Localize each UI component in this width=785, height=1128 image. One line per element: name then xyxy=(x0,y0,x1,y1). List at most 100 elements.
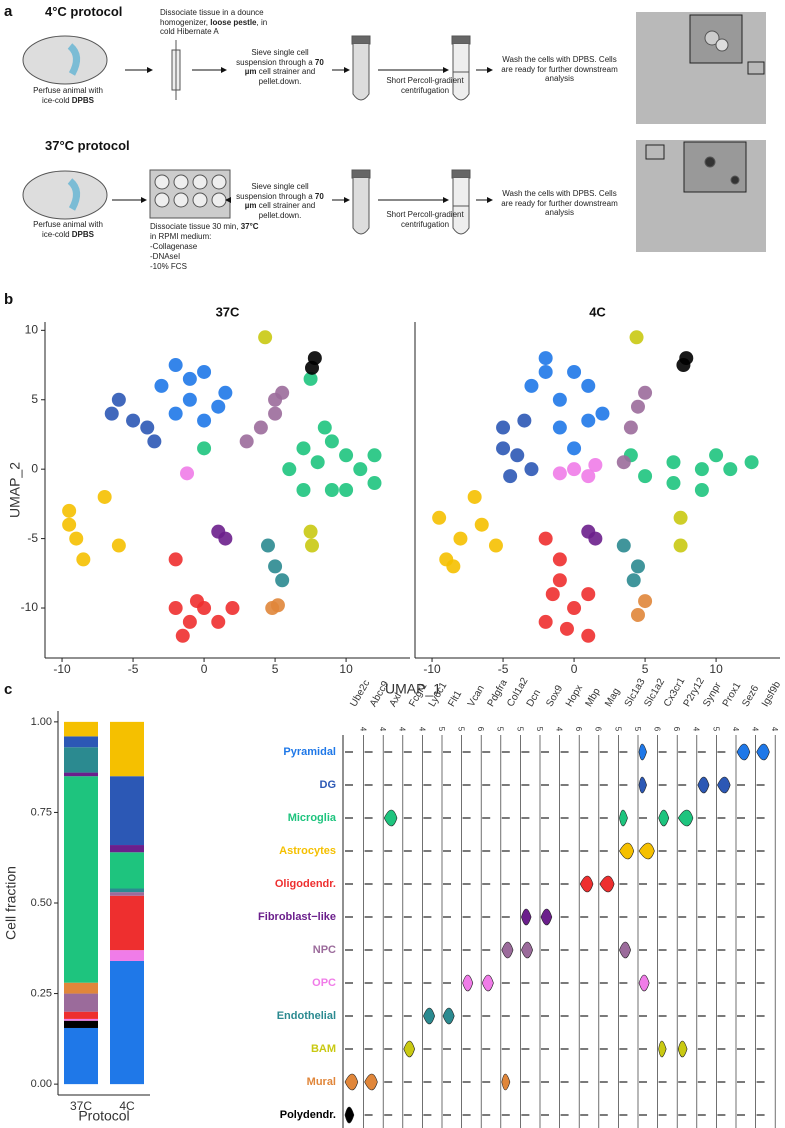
text-segment: 4°C protocol xyxy=(45,4,123,19)
stack-segment xyxy=(64,982,98,994)
cell-point xyxy=(367,476,382,491)
text-segment: -10% FCS xyxy=(150,262,187,271)
text-segment: Short Percoll-gradient centrifugation xyxy=(386,76,464,95)
text-segment: 37°C xyxy=(240,222,259,231)
cell-point xyxy=(339,483,354,497)
tube-icon xyxy=(351,35,371,101)
gene-label: Vcan xyxy=(466,684,487,709)
violin xyxy=(599,875,615,893)
cell-point xyxy=(324,483,339,497)
dissociate-text: Dissociate tissue 30 min, 37°C in RPMI m… xyxy=(150,222,262,241)
cell-point xyxy=(694,483,709,497)
violin xyxy=(344,1073,359,1091)
x-tick-label: 0 xyxy=(571,662,578,676)
text-segment: Dissociate tissue 30 min, xyxy=(150,222,241,231)
cell-point xyxy=(545,587,560,602)
cell-point xyxy=(197,441,212,456)
cell-point xyxy=(559,621,574,636)
cell-point xyxy=(296,441,311,456)
cell-point xyxy=(324,434,339,449)
violin xyxy=(481,974,494,992)
cell-point xyxy=(268,392,283,407)
stack-segment xyxy=(110,895,144,951)
cell-point xyxy=(524,462,539,477)
stack-segment xyxy=(110,776,144,846)
sieve-text: Sieve single cell suspension through a 7… xyxy=(230,182,330,220)
cell-point xyxy=(581,413,596,428)
violin xyxy=(364,1073,378,1091)
gene-scale-label: 4 xyxy=(417,727,426,732)
cell-point xyxy=(488,538,503,553)
cell-point xyxy=(182,614,197,629)
cell-point xyxy=(62,517,77,532)
violin xyxy=(501,941,514,959)
violin xyxy=(658,809,670,827)
x-tick-label: 10 xyxy=(709,662,723,676)
arrows xyxy=(112,67,493,203)
subplot-title: 4C xyxy=(589,304,606,319)
cell-point xyxy=(282,462,297,477)
cell-point xyxy=(168,406,183,421)
y-tick-label: 0.75 xyxy=(31,806,52,818)
gene-scale-label: 6 xyxy=(476,727,485,732)
violin xyxy=(403,1040,415,1058)
text-segment: Wash the cells with DPBS. Cells are read… xyxy=(501,189,618,218)
cell-point xyxy=(496,420,511,435)
violin xyxy=(344,1106,355,1124)
cell-point xyxy=(630,399,645,414)
gene-scale-label: 5 xyxy=(535,727,544,732)
protocol-drawings xyxy=(22,12,766,252)
cell-point xyxy=(180,466,195,481)
gene-label: Dcn xyxy=(525,688,543,709)
stack-segment xyxy=(64,747,98,773)
panel-label: c xyxy=(4,681,12,698)
cell-point xyxy=(676,358,691,373)
cell-point xyxy=(552,466,567,481)
cell-point xyxy=(673,538,688,553)
x-tick-label: -10 xyxy=(53,662,71,676)
x-tick-label: -10 xyxy=(423,662,441,676)
x-axis-label: Protocol xyxy=(78,1108,129,1124)
cell-point xyxy=(258,330,273,345)
text-segment: -DNAseI xyxy=(150,252,181,261)
gene-scale-label: 5 xyxy=(633,727,642,732)
cell-point xyxy=(623,420,638,435)
y-tick-label: 10 xyxy=(25,323,39,337)
cell-point xyxy=(581,587,596,602)
violin xyxy=(540,908,553,926)
cell-point xyxy=(474,517,489,532)
cell-type-label: NPC xyxy=(313,944,336,956)
text-segment: Perfuse animal with ice-cold xyxy=(33,220,103,239)
centrifuge-text: Short Percoll-gradient centrifugation xyxy=(385,76,465,95)
stack-segment xyxy=(64,776,98,983)
cell-point xyxy=(538,351,553,366)
cell-point xyxy=(538,614,553,629)
cell-point xyxy=(552,573,567,588)
stack-segment xyxy=(110,888,144,893)
cell-type-label: Astrocytes xyxy=(279,845,336,857)
cell-point xyxy=(638,469,653,484)
y-tick-label: 0.00 xyxy=(31,1078,52,1090)
cell-point xyxy=(211,399,226,414)
violin xyxy=(521,941,533,959)
cell-type-label: Fibroblast−like xyxy=(258,911,336,923)
brain-icon xyxy=(22,35,108,85)
text-segment: -Collagenase xyxy=(150,242,198,251)
micrograph xyxy=(636,140,766,252)
stack-segment xyxy=(110,721,144,777)
cell-point xyxy=(581,628,596,643)
y-tick-label: 5 xyxy=(31,392,38,406)
text-segment: DPBS xyxy=(71,229,95,239)
cell-point xyxy=(111,392,126,407)
gene-scale-label: 6 xyxy=(652,727,661,732)
text-segment: loose pestle xyxy=(210,17,257,27)
stack-segment xyxy=(110,960,144,1085)
gene-scale-label: 4 xyxy=(398,727,407,732)
cell-point xyxy=(588,531,603,546)
cell-point xyxy=(62,503,77,518)
cell-point xyxy=(168,358,183,373)
text-segment: , in cold Hibernate A xyxy=(160,17,268,37)
text-segment: Sieve single cell suspension through a xyxy=(236,48,315,67)
cell-point xyxy=(339,448,354,463)
